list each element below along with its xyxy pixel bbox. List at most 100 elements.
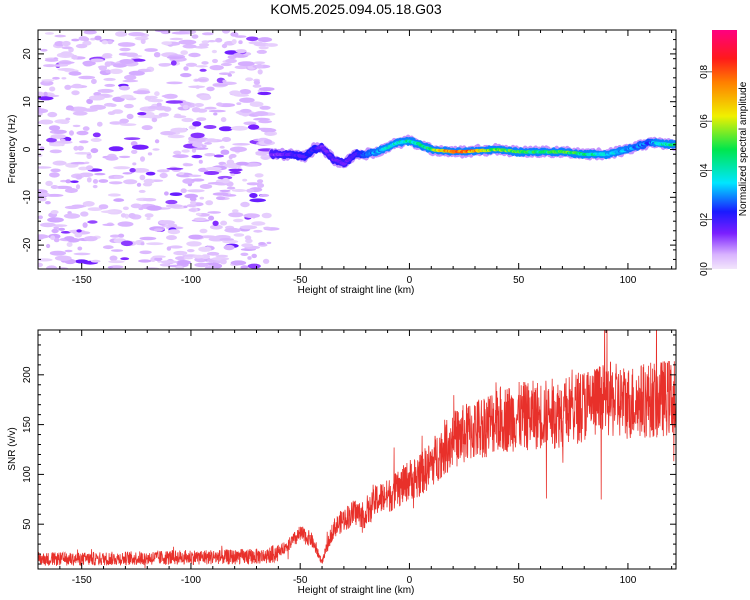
y-tick-label: 10 [22,96,33,108]
noise-blob [229,90,241,95]
noise-blob [183,163,194,167]
x-tick-label: 0 [407,275,413,286]
noise-blob [184,193,198,199]
colorbar-tick-label: 0.6 [699,114,710,128]
noise-blob [185,62,198,67]
x-tick-label: 0 [407,575,413,586]
noise-blob [83,236,98,242]
noise-blob [213,112,218,116]
noise-blob [54,255,72,261]
noise-blob [83,161,90,164]
noise-blob [40,48,48,52]
noise-blob [194,262,209,268]
top-y-axis-title: Frequency (Hz) [7,115,18,184]
noise-blob [109,255,118,261]
noise-blob [119,47,131,52]
noise-blob [146,217,151,220]
noise-blob [228,212,244,218]
noise-blob [195,212,202,216]
noise-blob [257,91,272,96]
noise-blob [82,126,90,131]
noise-blob [258,120,272,124]
noise-blob [230,173,235,177]
x-tick-label: -100 [181,575,201,586]
noise-blob [196,117,207,121]
noise-blob [61,40,71,47]
noise-blob [215,254,229,258]
noise-blob [229,146,247,153]
noise-blob [155,106,168,111]
noise-blob [156,169,170,173]
noise-blob [215,37,223,43]
noise-blob [144,213,154,218]
noise-blob [220,149,230,155]
noise-blob [138,259,152,263]
noise-blob [257,179,264,184]
noise-blob [87,207,103,212]
noise-blob [212,220,219,226]
noise-blob [205,138,218,142]
noise-blob [147,105,158,109]
noise-blob [139,236,157,241]
noise-blob [76,229,82,233]
noise-blob [172,154,189,159]
noise-blob [210,224,223,230]
noise-blob [231,39,237,45]
x-tick-label: -50 [293,575,308,586]
noise-blob [120,94,134,99]
noise-blob [49,250,66,256]
noise-blob [239,225,258,230]
noise-blob [171,31,190,35]
noise-blob [206,251,220,256]
noise-blob [74,232,83,238]
noise-blob [119,118,129,124]
noise-blob [262,258,270,264]
noise-blob [98,66,107,71]
noise-blob [175,260,192,265]
noise-blob [169,37,183,41]
colorbar-tick-label: 0.8 [699,64,710,78]
x-tick-label: -50 [293,275,308,286]
noise-blob [119,59,135,64]
noise-blob [198,159,203,164]
noise-blob [105,69,111,74]
noise-blob [159,172,168,179]
noise-blob [256,49,267,54]
noise-blob [94,35,102,41]
noise-blob [186,204,198,208]
noise-blob [230,125,249,131]
noise-blob [46,137,57,143]
noise-blob [260,128,277,133]
noise-blob [173,150,182,155]
noise-blob [120,240,133,247]
noise-blob [205,200,214,206]
noise-blob [140,242,145,246]
noise-blob [217,175,233,180]
noise-blob [113,166,131,170]
noise-blob [77,145,84,151]
noise-blob [60,179,68,183]
noise-blob [92,184,98,189]
noise-blob [82,222,88,228]
noise-blob [187,189,205,193]
noise-blob [213,154,224,158]
noise-blob [167,229,181,235]
noise-blob [128,70,145,76]
top-x-axis-title: Height of straight line (km) [298,285,415,296]
noise-blob [83,62,93,67]
noise-blob [54,119,70,124]
noise-blob [208,215,215,221]
noise-blob [44,58,59,62]
noise-blob [144,48,158,52]
noise-blob [166,235,177,241]
noise-blob [228,71,236,74]
noise-blob [265,43,278,47]
noise-blob [212,192,229,196]
noise-blob [158,112,169,117]
noise-blob [109,68,123,75]
noise-blob [235,49,247,54]
noise-blob [223,244,235,251]
noise-blob [247,256,252,260]
noise-blob [38,108,49,114]
noise-blob [52,76,60,80]
